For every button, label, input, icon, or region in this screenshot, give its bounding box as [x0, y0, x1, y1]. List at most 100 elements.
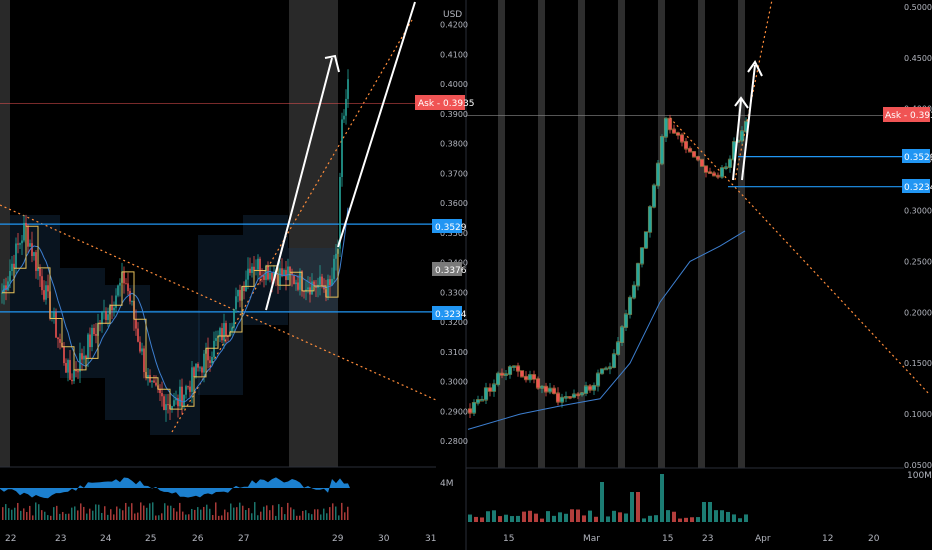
candle-body	[93, 327, 95, 335]
candle-body	[263, 275, 265, 280]
volume-bar	[648, 515, 652, 522]
candle-body	[684, 141, 688, 149]
candle-body	[620, 327, 624, 343]
candle-body	[540, 386, 544, 388]
date-tick-label: 27	[238, 534, 249, 544]
volume-bar	[546, 511, 550, 522]
drawn-arrows[interactable]	[732, 60, 763, 181]
candle-outline	[627, 296, 633, 316]
volume-bar	[5, 504, 7, 520]
horizontal-levels[interactable]	[466, 115, 902, 188]
candle-outline	[719, 167, 725, 178]
candle-body	[223, 323, 225, 341]
drawn-arrows[interactable]	[265, 1, 416, 311]
candle-body	[231, 327, 233, 332]
volume-bar	[215, 502, 217, 520]
price-tick-label: 0.4500	[904, 54, 932, 63]
candle-body	[199, 367, 201, 369]
volume-bar	[2, 507, 4, 520]
candle-outline	[679, 134, 685, 143]
right-price-axis[interactable]: 0.0500 0.1000 0.1500 0.2000 0.2500 0.3000 0.35…	[904, 3, 932, 470]
candle-body	[31, 243, 33, 257]
price-tick-label: 0.1000	[904, 410, 932, 419]
candle-body	[345, 98, 347, 116]
right-level-upper-bg	[902, 149, 930, 163]
left-price-axis[interactable]: USD 0.2800 0.2900 0.3000 0.3100 0.3200 0.3300…	[440, 10, 468, 446]
volume-bar	[606, 516, 610, 522]
left-ask-badge: Ask - 0.3935	[415, 95, 475, 110]
volume-bar	[720, 510, 724, 522]
candle-body	[111, 305, 113, 311]
volume-bar	[347, 506, 349, 520]
candle-body	[311, 281, 313, 295]
candle-body	[237, 290, 239, 297]
price-tick-label: 0.0500	[904, 461, 932, 470]
date-tick-label: 15	[503, 534, 514, 544]
candle-body	[53, 312, 55, 318]
candle-body	[185, 386, 187, 395]
volume-bar	[146, 507, 148, 520]
candle-outline	[655, 162, 661, 187]
arrow-head	[734, 96, 749, 109]
candle-body	[99, 323, 101, 325]
volume-bar	[119, 508, 121, 520]
candle-outline	[695, 156, 701, 161]
candle-body	[480, 399, 484, 401]
right-level-lower-bg	[902, 179, 930, 193]
volume-bar	[212, 515, 214, 520]
candle-outline	[559, 396, 565, 403]
volume-bar	[62, 511, 64, 520]
candle-body	[668, 118, 672, 130]
right-time-axis[interactable]: 15 Mar 15 23 Apr 12 20	[503, 534, 880, 544]
left-last-price-bg	[432, 262, 462, 276]
volume-bar	[290, 507, 292, 520]
oscillator-area	[0, 477, 350, 499]
candle-outline	[531, 374, 537, 380]
left-level-upper-text: 0.3529	[435, 223, 467, 233]
candle-body	[83, 355, 85, 360]
candle-body	[343, 115, 345, 120]
candle-body	[508, 366, 512, 375]
right-level-upper-badge: 0.3529	[902, 149, 932, 163]
volume-bar	[726, 511, 730, 522]
session-band	[618, 0, 625, 468]
volume-bar	[287, 502, 289, 520]
price-tick-label: 0.2900	[440, 407, 468, 416]
right-price-chart[interactable]	[466, 0, 931, 468]
candle-body	[131, 300, 133, 302]
candle-body	[147, 375, 149, 378]
date-tick-label: 30	[378, 534, 390, 544]
candle-body	[135, 319, 137, 329]
date-tick-label: 15	[662, 534, 673, 544]
candle-body	[155, 382, 157, 386]
left-time-axis[interactable]: 22 23 24 25 26 27 29 30 31	[5, 534, 436, 544]
candle-body	[327, 279, 329, 298]
candle-outline	[611, 353, 617, 369]
candle-outline	[527, 374, 533, 381]
candle-body	[139, 341, 141, 352]
volume-bar	[510, 516, 514, 522]
candle-outline	[495, 372, 501, 386]
volume-bar	[630, 492, 634, 522]
session-band	[498, 0, 505, 468]
candle-body	[271, 272, 273, 281]
candle-body	[568, 396, 572, 398]
volume-bar	[672, 511, 676, 522]
candle-body	[213, 340, 215, 357]
volume-bar	[221, 515, 223, 520]
candle-outline	[607, 366, 613, 370]
candle-outline	[595, 372, 601, 387]
candle-body	[269, 272, 271, 280]
candle-body	[580, 393, 584, 395]
left-price-chart[interactable]	[0, 0, 437, 467]
oscillator-pane	[0, 477, 350, 520]
candle-body	[73, 369, 75, 382]
volume-bar	[492, 510, 496, 522]
candle-body	[235, 296, 237, 310]
volume-bar	[152, 502, 154, 520]
horizontal-levels[interactable]	[0, 103, 432, 313]
candle-body	[251, 266, 253, 273]
candle-outline	[647, 206, 653, 233]
candle-outline	[739, 130, 745, 142]
